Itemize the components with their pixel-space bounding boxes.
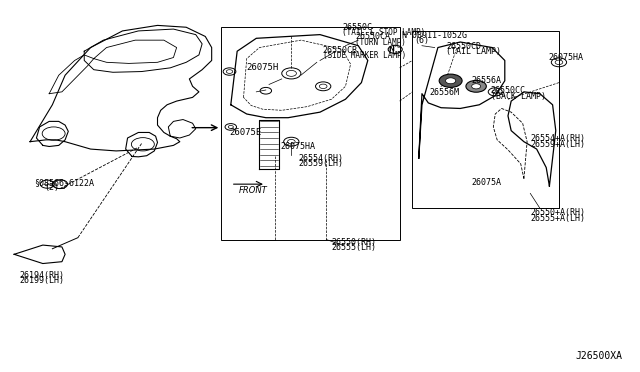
Text: (TAIL LAMP): (TAIL LAMP) [446,48,501,57]
Text: 26550(RH): 26550(RH) [332,238,376,247]
Text: N: N [388,46,394,52]
Text: 26075HA: 26075HA [548,53,583,62]
Text: 26550CB: 26550CB [323,46,358,55]
Text: 26550+A(RH): 26550+A(RH) [531,208,586,217]
Text: 26194(RH): 26194(RH) [19,271,64,280]
Text: (TURN LAMP): (TURN LAMP) [355,38,406,46]
Text: 26550C: 26550C [342,23,372,32]
Text: 26075H: 26075H [246,62,279,72]
Text: 26199(LH): 26199(LH) [19,276,64,285]
Text: 26550CC: 26550CC [491,86,526,95]
Text: 26550CA: 26550CA [355,32,390,41]
Text: J26500XA: J26500XA [576,352,623,361]
Text: 26556A: 26556A [472,76,502,85]
Text: FRONT: FRONT [239,186,268,195]
Text: 26556M: 26556M [429,89,460,97]
Bar [221,27,399,240]
Text: (TAIL & STOP LAMP): (TAIL & STOP LAMP) [342,28,426,37]
Text: (BACK LAMP): (BACK LAMP) [491,92,546,101]
Text: 26554+A(RH): 26554+A(RH) [531,134,586,143]
Text: 26555+A(LH): 26555+A(LH) [531,214,586,222]
Circle shape [466,80,486,92]
Text: N 08911-1052G: N 08911-1052G [401,31,467,40]
Text: (6): (6) [414,36,429,45]
Text: 26559+A(LH): 26559+A(LH) [531,140,586,149]
Bar [412,31,559,208]
Text: 26075HA: 26075HA [280,142,316,151]
Text: (SIDE MARKER LAMP): (SIDE MARKER LAMP) [323,51,406,60]
Text: §08566-6122A: §08566-6122A [35,178,95,187]
Text: 26554(RH): 26554(RH) [298,154,343,163]
Text: (2): (2) [45,183,60,192]
Circle shape [472,84,481,89]
Text: 26075A: 26075A [472,178,502,187]
Text: 26559(LH): 26559(LH) [298,159,343,169]
Text: 26555(LH): 26555(LH) [332,243,376,252]
Circle shape [445,78,456,84]
Circle shape [439,74,462,87]
Text: 26550CD: 26550CD [446,42,481,51]
Text: 26075E: 26075E [229,128,261,137]
